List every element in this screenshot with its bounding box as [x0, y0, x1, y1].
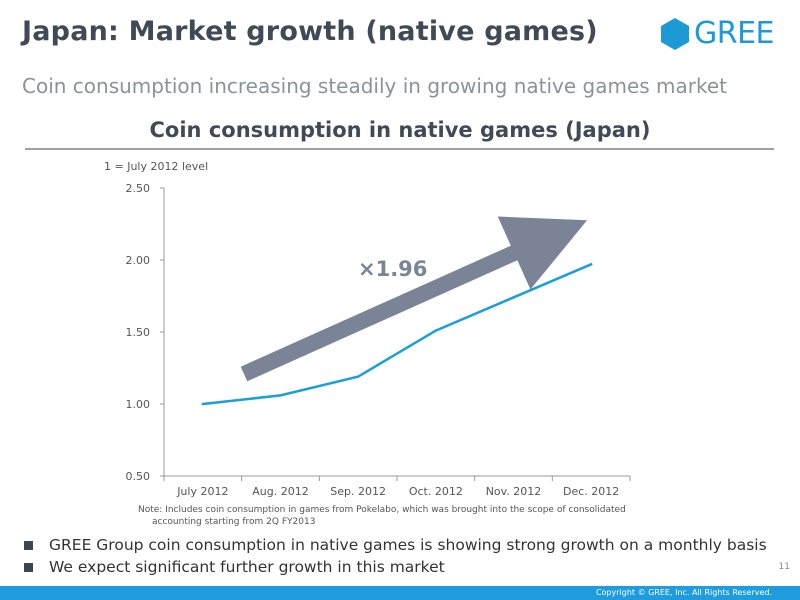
bullet-text: GREE Group coin consumption in native ga…	[49, 536, 767, 554]
bullet-item: We expect significant further growth in …	[24, 556, 767, 578]
y-tick-label: 2.00	[126, 254, 151, 267]
series-line	[202, 263, 592, 406]
bullet-list: GREE Group coin consumption in native ga…	[24, 534, 767, 578]
copyright-text: Copyright © GREE, Inc. All Rights Reserv…	[595, 588, 772, 597]
data-point	[434, 329, 438, 332]
page-title: Japan: Market growth (native games)	[22, 16, 598, 47]
logo-text: GREE	[694, 16, 775, 51]
growth-multiplier-label: ×1.96	[358, 257, 427, 281]
y-tick-label: 0.50	[126, 470, 151, 483]
y-tick-label: 1.50	[126, 326, 151, 339]
x-tick-label: Oct. 2012	[409, 485, 463, 498]
data-point	[589, 263, 593, 266]
bullet-text: We expect significant further growth in …	[49, 558, 445, 576]
hexagon-icon	[661, 18, 689, 50]
x-tick-label: Aug. 2012	[252, 485, 308, 498]
page-number: 11	[778, 562, 790, 572]
y-tick-label: 1.00	[126, 398, 151, 411]
x-tick-label: Dec. 2012	[563, 485, 619, 498]
footer-bar: Copyright © GREE, Inc. All Rights Reserv…	[0, 586, 800, 600]
unit-label: 1 = July 2012 level	[104, 160, 208, 173]
data-point	[201, 402, 205, 406]
subtitle: Coin consumption increasing steadily in …	[22, 74, 728, 98]
bullet-square-icon	[24, 540, 33, 550]
data-point	[512, 296, 515, 299]
data-point	[356, 375, 360, 378]
bullet-square-icon	[24, 562, 33, 572]
growth-arrow	[240, 216, 588, 382]
title-divider	[25, 148, 774, 150]
line-chart: 1 = July 2012 level 0.50 1.00 1.50 2.00 2.50…	[104, 160, 631, 527]
chart-title: Coin consumption in native games (Japan)	[149, 118, 651, 142]
note-line-1: Note: Includes coin consumption in games…	[138, 505, 626, 515]
data-point	[279, 394, 282, 397]
note-line-2: accounting starting from 2Q FY2013	[152, 517, 315, 527]
chart-note: Note: Includes coin consumption in games…	[138, 505, 629, 527]
bullet-item: GREE Group coin consumption in native ga…	[24, 534, 767, 556]
gree-logo: GREE	[660, 16, 775, 51]
x-tick-label: Nov. 2012	[486, 485, 542, 498]
x-tick-label: July 2012	[176, 485, 228, 498]
x-tick-label: Sep. 2012	[330, 485, 386, 498]
y-tick-label: 2.50	[126, 182, 151, 195]
